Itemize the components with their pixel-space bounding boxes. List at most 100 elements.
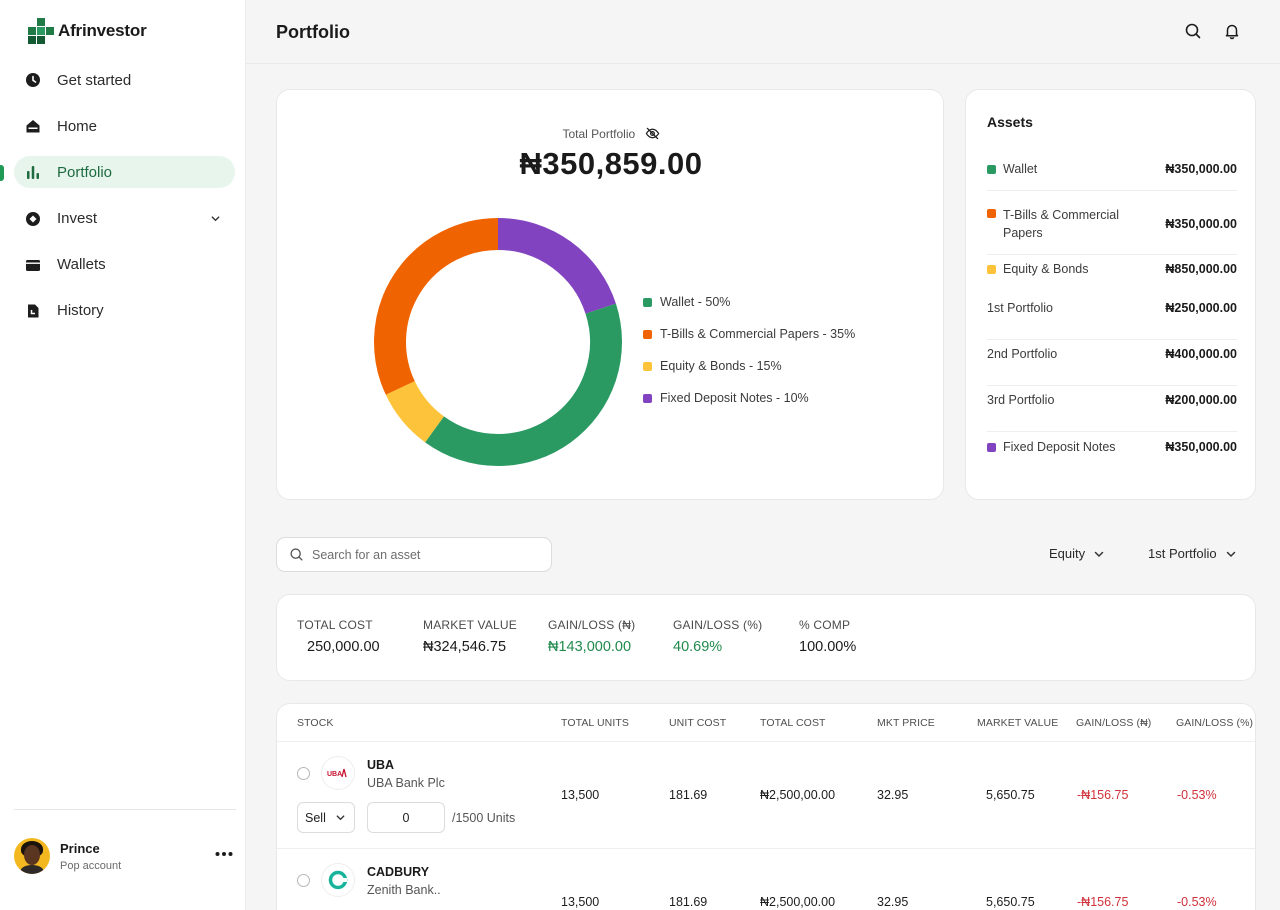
donut-slice-fixed-deposit-notes[interactable]: [497, 218, 616, 315]
summary-label: GAIN/LOSS (%): [673, 618, 763, 632]
cell-unit-cost: 181.69: [669, 788, 708, 802]
row-select-radio[interactable]: [297, 874, 310, 887]
summary-value: 250,000.00: [307, 639, 380, 655]
column-header: MKT PRICE: [877, 717, 935, 729]
user-name: Prince: [60, 840, 100, 856]
user-info: Prince Pop account: [60, 841, 121, 872]
summary-value: 100.00%: [799, 639, 857, 655]
cell-gain-loss: -₦156.75: [1077, 788, 1129, 802]
summary-market-value: MARKET VALUE ₦324,546.75: [423, 618, 517, 655]
cell-total-cost: ₦2,500,00.00: [760, 895, 836, 909]
cell-gain-loss: -₦156.75: [1077, 895, 1129, 909]
asset-type-dropdown[interactable]: Equity: [1049, 546, 1105, 561]
cell-mkt-price: 32.95: [877, 788, 909, 802]
stock-ticker: CADBURY: [367, 865, 430, 879]
sidebar-item-portfolio[interactable]: Portfolio: [14, 156, 235, 189]
asset-row[interactable]: 3rd Portfolio ₦200,000.00: [987, 393, 1237, 407]
column-header: MARKET VALUE: [977, 717, 1059, 729]
asset-search[interactable]: [276, 537, 552, 572]
summary-value: ₦143,000.00: [548, 639, 632, 655]
sidebar-item-wallets[interactable]: Wallets: [14, 249, 235, 281]
brand-name: Afrinvestor: [58, 21, 147, 40]
brand-logo[interactable]: Afrinvestor: [28, 18, 147, 44]
legend-swatch: [643, 297, 652, 307]
asset-row[interactable]: Equity & Bonds ₦850,000.00: [987, 262, 1237, 276]
summary-value: ₦324,546.75: [423, 639, 507, 655]
asset-label: 3rd Portfolio: [987, 393, 1055, 407]
asset-label: Equity & Bonds: [1003, 262, 1089, 276]
search-icon[interactable]: [1184, 22, 1202, 40]
sidebar-item-history[interactable]: History: [14, 295, 235, 327]
legend-item: Fixed Deposit Notes - 10%: [643, 382, 855, 414]
svg-text:UBA: UBA: [327, 771, 342, 778]
column-header: TOTAL UNITS: [561, 717, 629, 729]
total-portfolio-amount: ₦350,859.00: [519, 146, 703, 181]
donut-slice-t-bills-commercial-papers[interactable]: [374, 218, 499, 395]
holdings-table: STOCK TOTAL UNITS UNIT COST TOTAL COST M…: [276, 703, 1256, 910]
row-select-radio[interactable]: [297, 767, 310, 780]
donut-slice-wallet[interactable]: [425, 303, 622, 466]
sidebar-item-label: Home: [57, 117, 98, 135]
asset-value: ₦250,000.00: [1165, 301, 1237, 315]
asset-label-group: 1st Portfolio: [987, 301, 1053, 315]
wallet-icon: [24, 256, 42, 274]
divider: [14, 809, 236, 810]
search-input[interactable]: [312, 547, 532, 562]
divider: [987, 339, 1237, 340]
sidebar-item-get-started[interactable]: Get started: [14, 64, 235, 96]
portfolio-dropdown[interactable]: 1st Portfolio: [1148, 546, 1237, 561]
history-icon: [24, 302, 42, 320]
stock-ticker: UBA: [367, 758, 395, 772]
sidebar-item-home[interactable]: Home: [14, 110, 235, 142]
summary-label: GAIN/LOSS (₦): [548, 618, 636, 632]
asset-row[interactable]: Fixed Deposit Notes ₦350,000.00: [987, 440, 1237, 454]
units-input[interactable]: [367, 802, 445, 833]
bell-icon[interactable]: [1223, 22, 1241, 40]
donut-slice-equity-bonds[interactable]: [385, 380, 445, 443]
asset-row[interactable]: 1st Portfolio ₦250,000.00: [987, 301, 1237, 315]
cadbury-logo-icon: [321, 863, 355, 897]
sidebar-item-invest[interactable]: Invest: [14, 203, 235, 235]
asset-label-group: 2nd Portfolio: [987, 347, 1057, 361]
eye-off-icon[interactable]: [645, 126, 660, 144]
divider: [277, 848, 1255, 849]
legend-item: Wallet - 50%: [643, 286, 855, 318]
legend-item: T-Bills & Commercial Papers - 35%: [643, 318, 855, 350]
chevron-down-icon[interactable]: [210, 213, 221, 224]
summary-value: 40.69%: [673, 639, 723, 655]
asset-type-value: Equity: [1049, 546, 1086, 561]
portfolio-card: Total Portfolio ₦350,859.00 Wallet - 50%…: [276, 89, 944, 500]
trade-action-select[interactable]: Sell: [297, 802, 355, 833]
stock-company: Zenith Bank..: [367, 883, 441, 897]
sidebar: Afrinvestor Get started Home Portfolio: [0, 0, 246, 910]
summary-label: MARKET VALUE: [423, 618, 517, 632]
total-portfolio-label-row: Total Portfolio: [277, 126, 945, 144]
legend-label: T-Bills & Commercial Papers - 35%: [660, 327, 856, 341]
portfolio-value: 1st Portfolio: [1148, 546, 1217, 561]
column-header: GAIN/LOSS (₦): [1076, 717, 1152, 729]
sidebar-nav: Get started Home Portfolio Invest Wal: [14, 64, 235, 341]
asset-swatch: [987, 443, 996, 452]
asset-row[interactable]: 2nd Portfolio ₦400,000.00: [987, 347, 1237, 361]
user-profile[interactable]: Prince Pop account: [14, 838, 121, 874]
asset-row[interactable]: Wallet ₦350,000.00: [987, 162, 1237, 176]
chevron-down-icon: [1094, 551, 1104, 557]
sidebar-item-label: Wallets: [57, 256, 106, 274]
asset-label: T-Bills & Commercial Papers: [1003, 208, 1119, 240]
column-header: UNIT COST: [669, 717, 727, 729]
trade-action-value: Sell: [305, 810, 326, 825]
page-title: Portfolio: [276, 22, 350, 42]
more-options-icon[interactable]: [215, 851, 233, 857]
asset-label-group: Fixed Deposit Notes: [987, 440, 1116, 454]
asset-row[interactable]: T-Bills & Commercial Papers ₦350,000.00: [987, 206, 1237, 242]
asset-swatch: [987, 209, 996, 218]
cell-mkt-price: 32.95: [877, 895, 909, 909]
cell-market-value: 5,650.75: [986, 788, 1035, 802]
summary-label: TOTAL COST: [297, 618, 373, 632]
chevron-down-icon: [1226, 551, 1235, 557]
asset-swatch: [987, 265, 996, 274]
asset-label: Wallet: [1003, 162, 1038, 176]
legend-label: Equity & Bonds - 15%: [660, 359, 782, 373]
asset-label-group: T-Bills & Commercial Papers: [987, 206, 1143, 242]
top-header: Portfolio: [246, 0, 1280, 64]
